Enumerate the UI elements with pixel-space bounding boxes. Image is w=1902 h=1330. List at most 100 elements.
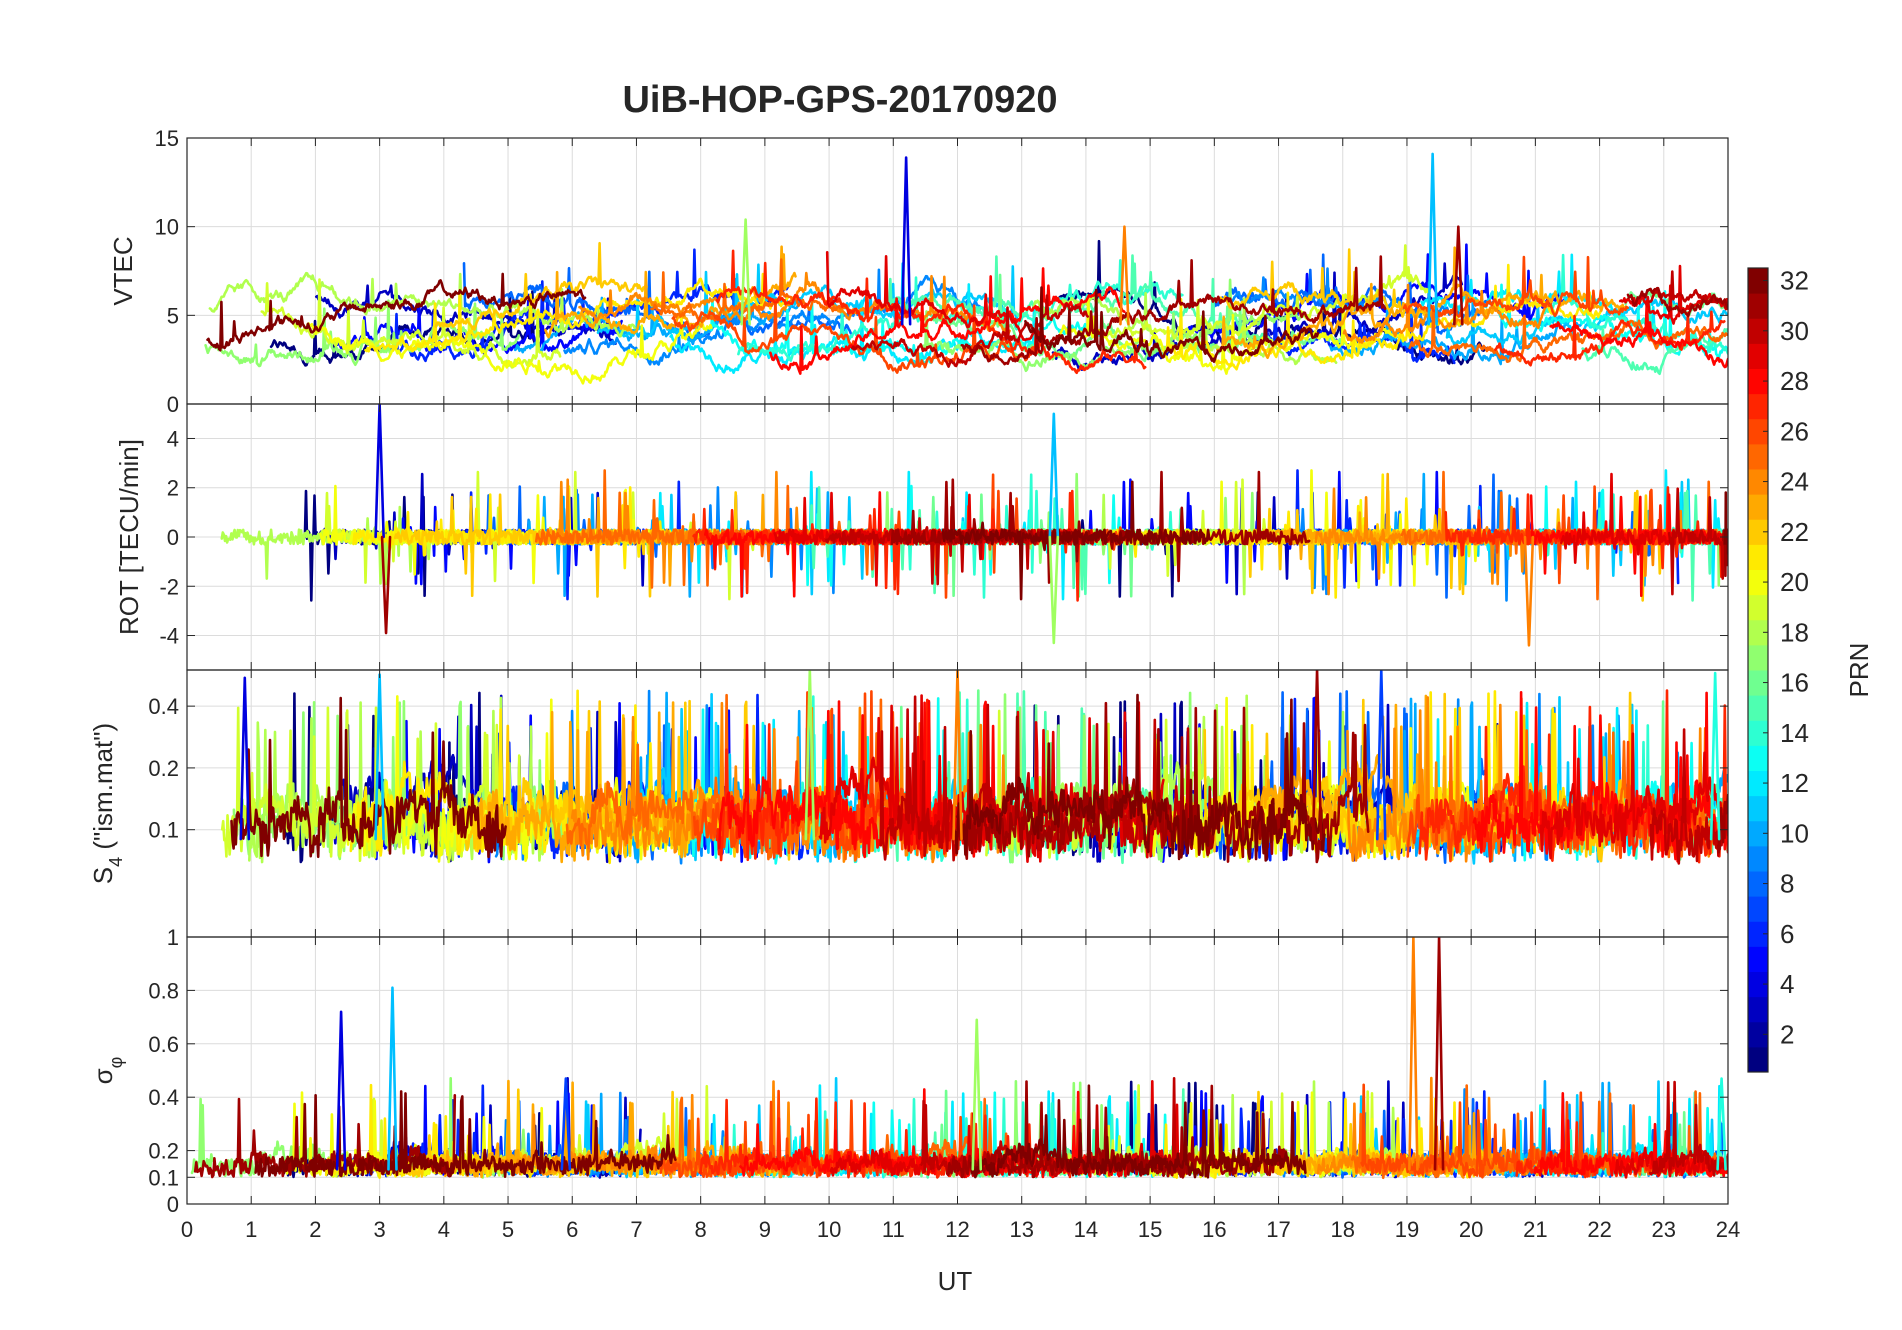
rot-ytick-label: -2 bbox=[159, 574, 179, 599]
colorbar-band bbox=[1748, 594, 1768, 621]
vtec-series-prn-26 bbox=[1402, 255, 1629, 318]
panel-vtec: 0 5 10 15 VTEC bbox=[108, 126, 1729, 417]
colorbar-band bbox=[1748, 418, 1768, 445]
colorbar-label: PRN bbox=[1844, 643, 1874, 698]
vtec-series-prn-20 bbox=[1059, 294, 1406, 375]
colorbar-band bbox=[1748, 469, 1768, 495]
rot-peak bbox=[374, 404, 385, 539]
x-tick-label: 12 bbox=[945, 1217, 969, 1242]
colorbar-tick-label: 16 bbox=[1780, 668, 1809, 698]
x-tick-label: 18 bbox=[1331, 1217, 1355, 1242]
colorbar-band bbox=[1748, 569, 1768, 596]
colorbar-band bbox=[1748, 343, 1768, 369]
colorbar-tick-label: 32 bbox=[1780, 266, 1809, 296]
colorbar-tick-label: 10 bbox=[1780, 818, 1809, 848]
vtec-series-prn-24 bbox=[1342, 283, 1551, 344]
vtec-series-prn-1 bbox=[269, 290, 544, 367]
colorbar-band bbox=[1748, 871, 1768, 897]
x-tick-label: 20 bbox=[1459, 1217, 1483, 1242]
s4-series-prn-32 bbox=[952, 693, 1326, 862]
colorbar-band bbox=[1748, 996, 1768, 1023]
rot-ytick-label: -4 bbox=[159, 624, 179, 649]
sigma_phi-y-axis-label: σφ bbox=[88, 1057, 126, 1085]
colorbar-frame bbox=[1747, 267, 1769, 1073]
vtec-series-prn-21 bbox=[364, 272, 789, 353]
colorbar-tick-label: 30 bbox=[1780, 316, 1809, 346]
colorbar-band bbox=[1748, 795, 1768, 822]
vtec-series-prn-25 bbox=[1408, 304, 1728, 363]
vtec-peak bbox=[1453, 225, 1464, 326]
s4-series-prn-32 bbox=[230, 696, 507, 859]
colorbar-band bbox=[1748, 494, 1768, 520]
x-tick-label: 24 bbox=[1716, 1217, 1740, 1242]
vtec-peak bbox=[900, 156, 912, 326]
colorbar-band bbox=[1748, 921, 1768, 947]
s4-peak bbox=[239, 676, 251, 841]
rot-series-prn-29 bbox=[1560, 472, 1728, 564]
x-tick-label: 5 bbox=[502, 1217, 514, 1242]
vtec-series-prn-25 bbox=[650, 258, 855, 324]
panel-s4: 0.1 0.2 0.4 S4 ("ism.mat") bbox=[88, 669, 1729, 938]
colorbar-band bbox=[1748, 770, 1768, 797]
colorbar-band bbox=[1748, 644, 1768, 671]
panel-sigma_phi: 00.10.2 0.4 0.6 0.8 1 σφ bbox=[88, 925, 1729, 1217]
vtec-series-prn-26 bbox=[671, 298, 1037, 374]
sigma_phi-peak bbox=[335, 1010, 347, 1171]
colorbar-tick-label: 2 bbox=[1780, 1019, 1794, 1049]
vtec-series-prn-5 bbox=[333, 293, 623, 357]
s4-series bbox=[220, 670, 1728, 865]
x-tick-label: 16 bbox=[1202, 1217, 1226, 1242]
colorbar-tick-label: 28 bbox=[1780, 366, 1809, 396]
sigma_phi-ytick-label: 0.8 bbox=[148, 978, 179, 1003]
x-tick-label: 1 bbox=[245, 1217, 257, 1242]
colorbar-band bbox=[1748, 1021, 1768, 1048]
colorbar-band bbox=[1748, 318, 1768, 344]
x-tick-label: 9 bbox=[759, 1217, 771, 1242]
rot-ytick-label: 2 bbox=[167, 476, 179, 501]
chart-title: UiB-HOP-GPS-20170920 bbox=[622, 79, 1057, 121]
colorbar-band bbox=[1748, 896, 1768, 922]
vtec-y-axis-label: VTEC bbox=[108, 236, 138, 305]
vtec-series-prn-28 bbox=[1549, 299, 1728, 369]
sigma_phi-peak bbox=[560, 1077, 572, 1171]
colorbar-tick-label: 6 bbox=[1780, 919, 1794, 949]
rot-y-axis-label: ROT [TECU/min] bbox=[114, 439, 144, 635]
vtec-peak bbox=[1427, 152, 1438, 326]
colorbar-tick-label: 18 bbox=[1780, 617, 1809, 647]
colorbar-tick-label: 8 bbox=[1780, 869, 1794, 899]
rot-series bbox=[220, 404, 1728, 647]
colorbar-tick-label: 24 bbox=[1780, 467, 1809, 497]
x-tick-label: 22 bbox=[1587, 1217, 1611, 1242]
x-tick-label: 14 bbox=[1074, 1217, 1098, 1242]
x-tick-label: 4 bbox=[438, 1217, 450, 1242]
colorbar-band bbox=[1748, 293, 1768, 319]
vtec-series-prn-21 bbox=[1165, 263, 1602, 371]
x-tick-label: 21 bbox=[1523, 1217, 1547, 1242]
vtec-series-prn-30 bbox=[1648, 270, 1728, 311]
rot-peak bbox=[1523, 535, 1535, 647]
vtec-peak bbox=[740, 218, 751, 326]
sigma_phi-ytick-label: 0.6 bbox=[148, 1032, 179, 1057]
vtec-series bbox=[204, 152, 1728, 385]
x-tick-label: 7 bbox=[630, 1217, 642, 1242]
sigma_phi-peak bbox=[971, 1018, 983, 1171]
x-tick-label: 6 bbox=[566, 1217, 578, 1242]
vtec-series-prn-32 bbox=[1024, 286, 1320, 363]
x-tick-label: 0 bbox=[181, 1217, 193, 1242]
colorbar-band bbox=[1748, 619, 1768, 646]
s4-ytick-label: 0.1 bbox=[148, 818, 179, 843]
colorbar-band bbox=[1748, 393, 1768, 420]
vtec-ytick-label: 10 bbox=[155, 215, 179, 240]
rot-ytick-label: 0 bbox=[167, 525, 179, 550]
s4-peak bbox=[1311, 670, 1323, 841]
x-tick-label: 13 bbox=[1009, 1217, 1033, 1242]
rot-series-prn-30 bbox=[1667, 487, 1728, 596]
colorbar-band bbox=[1748, 946, 1768, 972]
colorbar-tick-label: 12 bbox=[1780, 768, 1809, 798]
sigma_phi-peak bbox=[1433, 937, 1445, 1171]
rot-series-prn-32 bbox=[941, 480, 1212, 601]
sigma_phi-ytick-label: 0.1 bbox=[148, 1165, 179, 1190]
x-tick-label: 8 bbox=[695, 1217, 707, 1242]
s4-peak bbox=[1709, 671, 1721, 841]
